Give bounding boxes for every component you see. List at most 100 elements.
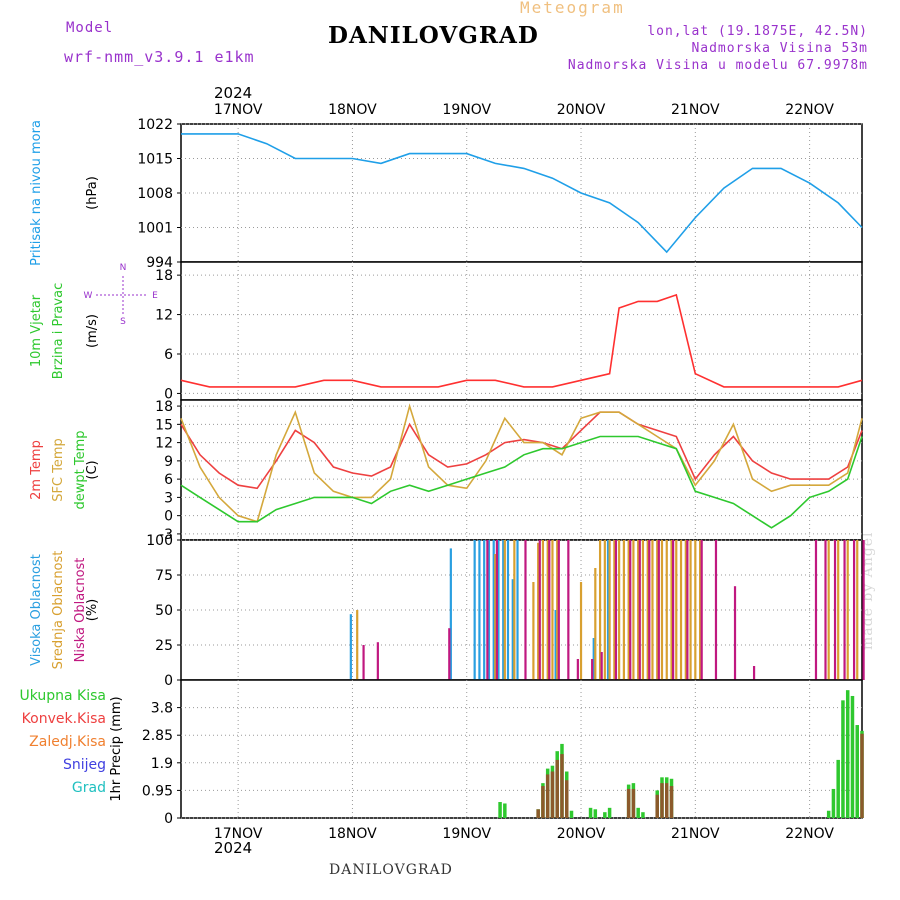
bar: [856, 540, 858, 680]
bar: [601, 652, 603, 680]
date-tick-label-bottom: 22NOV: [785, 826, 834, 842]
y-tick-label: 75: [155, 568, 173, 584]
panel-axis-label: Pritisak na nivou mora: [29, 120, 44, 266]
wind-direction-s: S: [120, 317, 126, 327]
panel-axis-label: Brzina i Pravac: [51, 283, 66, 380]
wind-direction-e: E: [152, 291, 158, 301]
bar: [478, 540, 480, 680]
bar: [853, 540, 855, 680]
bar: [629, 540, 631, 680]
bar: [689, 540, 691, 680]
date-tick-label-bottom: 21NOV: [671, 826, 720, 842]
bar: [377, 642, 379, 680]
wind-direction-w: W: [84, 291, 93, 301]
bar: [513, 540, 515, 680]
date-tick-label-top: 18NOV: [328, 102, 377, 118]
y-tick-label: 9: [164, 454, 173, 470]
bar: [555, 760, 559, 818]
bar: [504, 540, 506, 680]
bar: [860, 734, 864, 818]
bar: [594, 568, 596, 680]
legend-entry: Grad: [72, 780, 106, 796]
bar: [841, 700, 845, 818]
bar: [483, 540, 485, 680]
bar: [591, 659, 593, 680]
bar: [665, 783, 669, 818]
bar: [836, 760, 840, 818]
panel-wind: 0 6 12 18 10m Vjetar Brzina i Pravac (m/s) N S W E: [29, 262, 862, 402]
bar: [701, 540, 703, 680]
panel-axis-label: Srednja Oblacnost: [51, 551, 66, 670]
bar: [498, 802, 502, 818]
bar: [641, 812, 645, 818]
bar: [672, 540, 674, 680]
bar: [524, 540, 526, 680]
legend-entry: Snijeg: [63, 757, 106, 773]
date-tick-label-top: 17NOV: [214, 102, 263, 118]
panel-axis-label: Visoka Oblacnost: [29, 554, 44, 666]
y-tick-label: 1022: [137, 117, 173, 133]
y-tick-label: 12: [155, 308, 173, 324]
bar: [558, 540, 560, 680]
bar: [603, 812, 607, 818]
date-ticks-bottom: 17NOV 18NOV 19NOV 20NOV 21NOV 22NOV: [214, 826, 835, 842]
panel-pressure: 994 1001 1008 1015 1022 Pritisak na nivou mor…: [29, 117, 862, 271]
bar: [486, 540, 488, 680]
panel-precip: 00.951.92.853.81hr Precip (mm)Ukupna Kis…: [19, 680, 863, 827]
y-tick-label: 0: [164, 509, 173, 525]
bar: [516, 540, 518, 680]
bar: [474, 540, 476, 680]
bar: [560, 754, 564, 818]
bar: [855, 725, 859, 818]
bar: [536, 809, 540, 818]
bar: [507, 540, 509, 680]
y-tick-label: 3.8: [151, 701, 173, 717]
date-tick-label-top: 20NOV: [557, 102, 606, 118]
bar: [565, 780, 569, 818]
panel-axis-label: (hPa): [85, 176, 100, 210]
legend-entry: Konvek.Kisa: [22, 711, 106, 727]
chart-panels: 9941001100810151022Pritisak na nivou mor…: [19, 117, 864, 827]
bar: [551, 540, 553, 680]
bar: [715, 540, 717, 680]
y-tick-label: 0: [164, 673, 173, 689]
bar: [824, 540, 826, 680]
bar: [448, 628, 450, 680]
panel-axis-label: 1hr Precip (mm): [109, 696, 124, 801]
date-tick-label-bottom: 17NOV: [214, 826, 263, 842]
bar: [356, 610, 358, 680]
panel-cloud: 0255075100Visoka Oblacnost Srednja Oblacn…: [29, 533, 865, 689]
bar: [828, 540, 830, 680]
bar: [580, 582, 582, 680]
bar: [639, 540, 641, 680]
bar: [570, 811, 574, 818]
y-tick-label: 1.9: [151, 756, 173, 772]
y-tick-label: 12: [155, 436, 173, 452]
legend-entry: Ukupna Kisa: [19, 688, 106, 704]
panel-axis-label: (m/s): [85, 314, 100, 348]
y-tick-label: 18: [155, 268, 173, 284]
bar: [594, 809, 598, 818]
bar: [362, 645, 364, 680]
bar: [608, 808, 612, 818]
bar: [834, 540, 836, 680]
y-tick-label: 100: [146, 533, 173, 549]
panel-axis-label: (%): [85, 599, 100, 622]
bar: [503, 803, 507, 818]
date-tick-label-bottom: 19NOV: [442, 826, 491, 842]
y-tick-label: 1008: [137, 186, 173, 202]
bar: [577, 659, 579, 680]
bar: [615, 540, 617, 680]
bar: [496, 540, 498, 680]
panel-frame: [181, 680, 862, 818]
bar: [734, 586, 736, 680]
date-tick-label-top: 19NOV: [442, 102, 491, 118]
panel-axis-label: 2m Temp: [29, 440, 44, 500]
panel-frame: [181, 400, 862, 540]
bar: [632, 540, 634, 680]
bar: [589, 808, 593, 818]
panel-temperature: -3 0 3 6 9 12 15 18 2m Temp SFC Temp dewpt Temp(C): [29, 399, 862, 543]
bar: [694, 540, 696, 680]
panel-frame: [181, 262, 862, 400]
bar: [648, 540, 650, 680]
